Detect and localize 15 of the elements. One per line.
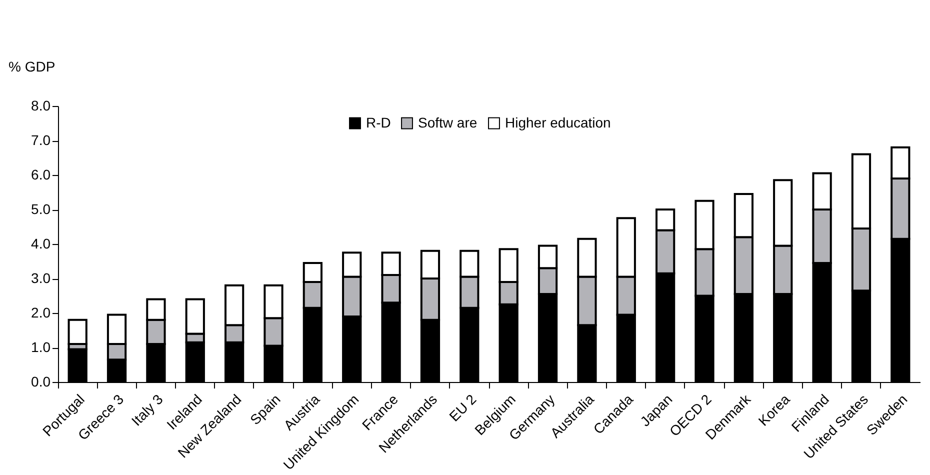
y-tick-label: 1.0 xyxy=(31,339,51,355)
y-tick-label: 7.0 xyxy=(31,132,51,148)
x-tick-label: Italy 3 xyxy=(128,390,166,429)
y-tick-label: 3.0 xyxy=(31,270,51,286)
y-tick-label: 2.0 xyxy=(31,304,51,320)
y-tick-label: 0.0 xyxy=(31,374,51,390)
legend-label: R-D xyxy=(366,114,391,130)
y-axis-title: % GDP xyxy=(8,58,56,74)
y-tick-label: 4.0 xyxy=(31,236,51,252)
y-tick-label: 6.0 xyxy=(31,166,51,182)
legend-label: Softw are xyxy=(418,114,478,130)
y-tick-label: 8.0 xyxy=(31,98,51,114)
y-tick-label: 5.0 xyxy=(31,201,51,217)
x-tick-label: EU 2 xyxy=(446,390,480,424)
legend-label: Higher education xyxy=(505,114,611,130)
